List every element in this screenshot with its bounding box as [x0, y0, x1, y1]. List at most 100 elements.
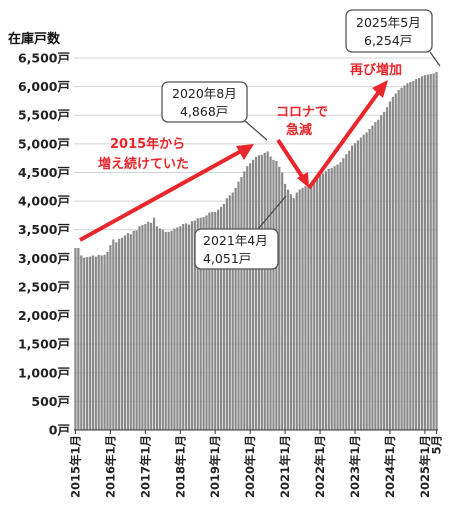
bar	[307, 185, 310, 430]
callout-2020-value: 4,868戸	[180, 104, 228, 119]
bar	[339, 162, 342, 430]
y-tick-label: 2,000戸	[18, 308, 70, 323]
y-tick-label: 1,000戸	[18, 365, 70, 380]
bar	[362, 134, 365, 430]
bar	[321, 173, 325, 431]
callout-2020: 2020年8月 4,868戸	[161, 81, 268, 141]
bar	[272, 159, 275, 430]
bar	[254, 157, 258, 430]
y-tick-label: 4,000戸	[18, 194, 70, 209]
bar	[295, 192, 298, 430]
bar	[324, 171, 327, 430]
x-tick-label: 2017年1月	[138, 435, 152, 498]
bar	[138, 226, 141, 430]
bar	[202, 217, 205, 430]
bar	[205, 215, 208, 430]
bar	[353, 143, 357, 430]
bar	[190, 221, 194, 430]
bar	[94, 256, 97, 430]
bar	[350, 145, 354, 430]
bar	[348, 150, 351, 430]
bar	[86, 257, 89, 430]
y-tick-label: 6,500戸	[18, 51, 70, 66]
axes: 0戸 500戸 1,000戸 1,500戸 2,000戸 2,500戸 3,000戸 3,50…	[18, 51, 444, 499]
bar	[278, 166, 281, 431]
bar	[316, 177, 319, 430]
bar	[199, 217, 202, 430]
bar	[74, 248, 77, 430]
note-drop-line1: コロナで	[276, 105, 328, 120]
bar	[289, 194, 293, 430]
bar	[80, 255, 83, 430]
bar	[345, 154, 348, 430]
bar	[237, 181, 240, 430]
bar	[126, 233, 129, 430]
bar	[423, 75, 426, 431]
bar	[246, 166, 249, 431]
bar	[251, 159, 255, 430]
bar	[263, 153, 266, 430]
bar	[342, 158, 345, 430]
x-tick-label: 2022年1月	[313, 435, 327, 498]
bar	[228, 195, 231, 430]
bar	[415, 79, 418, 431]
bar	[330, 167, 333, 430]
bar	[374, 122, 377, 430]
bar	[310, 182, 313, 430]
bar	[383, 111, 386, 431]
bar	[182, 223, 185, 430]
bar	[234, 187, 237, 430]
bar	[377, 119, 380, 430]
bar	[132, 230, 135, 430]
x-tick-label: 2015年1月	[68, 435, 82, 498]
y-tick-label: 1,500戸	[18, 337, 70, 352]
x-tick-label: 2018年1月	[173, 435, 187, 498]
bar	[123, 235, 127, 430]
note-drop-line2: 急減	[286, 122, 312, 138]
bar	[304, 186, 307, 430]
bar	[336, 164, 339, 430]
y-tick-label: 3,000戸	[18, 251, 70, 266]
x-tick-label: 2023年1月	[348, 435, 362, 498]
note-rise2: 再び増加	[350, 62, 402, 78]
note-rise1-line2: 増え続けていた	[98, 156, 189, 172]
bar	[356, 140, 360, 430]
bar	[266, 151, 269, 430]
bar	[400, 87, 403, 430]
y-tick-label: 5,000戸	[18, 136, 70, 151]
bar	[409, 82, 412, 430]
callout-2021-date: 2021年4月	[203, 233, 268, 248]
callout-2021: 2021年4月 4,051戸	[194, 195, 287, 270]
bar	[167, 231, 170, 430]
bar	[435, 72, 438, 430]
bar	[333, 166, 336, 431]
callout-2021-value: 4,051戸	[203, 251, 251, 266]
bar	[100, 255, 103, 430]
x-tick-label: 2021年1月	[278, 435, 292, 498]
bar	[150, 222, 153, 430]
bar	[260, 154, 263, 430]
bar	[173, 228, 176, 430]
bar	[185, 223, 188, 430]
bar	[109, 245, 112, 430]
callout-2020-date: 2020年8月	[172, 86, 237, 101]
bar	[225, 198, 228, 430]
y-tick-label: 2,500戸	[18, 279, 70, 294]
x-tick-label: 2025年1月	[418, 435, 432, 498]
bar	[193, 220, 196, 430]
bar	[147, 221, 150, 430]
x-tick-label: 5月	[430, 435, 444, 455]
bar	[187, 224, 191, 430]
bar	[426, 74, 429, 430]
bar	[161, 229, 164, 430]
bar	[231, 192, 234, 430]
bar	[129, 234, 132, 430]
bar	[388, 101, 392, 430]
bar	[83, 257, 86, 430]
bar	[412, 80, 415, 430]
bar	[406, 83, 409, 431]
x-tick-label: 2016年1月	[103, 435, 117, 498]
rise-arrow-1-head	[236, 144, 254, 160]
bar	[327, 169, 330, 430]
y-axis-label: 在庫戸数	[8, 31, 61, 47]
